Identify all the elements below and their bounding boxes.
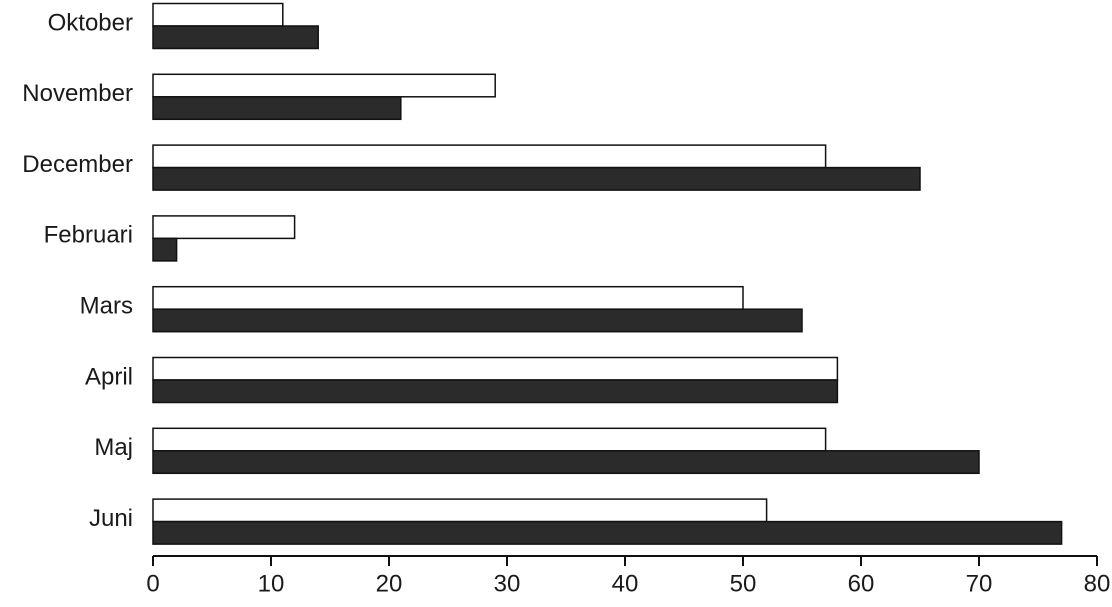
y-tick-label: December bbox=[22, 151, 133, 178]
bar bbox=[152, 427, 827, 452]
bar bbox=[152, 379, 839, 404]
y-tick-label: April bbox=[85, 363, 133, 390]
bar bbox=[152, 144, 827, 169]
y-tick-label: Februari bbox=[44, 222, 133, 249]
x-tick-label: 20 bbox=[376, 570, 403, 597]
bar bbox=[152, 96, 402, 121]
y-tick-label: Juni bbox=[89, 505, 133, 532]
x-tick-label: 70 bbox=[966, 570, 993, 597]
bar bbox=[152, 2, 284, 27]
bar bbox=[152, 166, 921, 191]
x-tick-label: 60 bbox=[848, 570, 875, 597]
x-tick-label: 40 bbox=[612, 570, 639, 597]
bar bbox=[152, 215, 296, 240]
x-tick-label: 30 bbox=[494, 570, 521, 597]
x-tick-label: 0 bbox=[146, 570, 159, 597]
bar bbox=[152, 25, 319, 50]
bar bbox=[152, 285, 744, 310]
bar bbox=[152, 237, 178, 262]
x-tick-label: 50 bbox=[730, 570, 757, 597]
y-tick-label: Mars bbox=[80, 293, 133, 320]
x-tick-label: 10 bbox=[258, 570, 285, 597]
x-tick-label: 80 bbox=[1084, 570, 1111, 597]
bar bbox=[152, 498, 768, 523]
bar bbox=[152, 520, 1063, 545]
y-tick-label: November bbox=[22, 80, 133, 107]
bar bbox=[152, 73, 496, 98]
bar bbox=[152, 450, 980, 475]
bar bbox=[152, 308, 803, 333]
y-tick-label: Maj bbox=[94, 434, 133, 461]
y-tick-label: Oktober bbox=[48, 9, 133, 36]
bar bbox=[152, 356, 839, 381]
